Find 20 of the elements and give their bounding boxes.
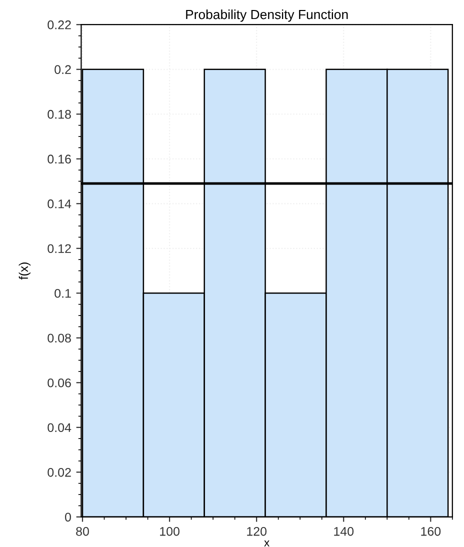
x-tick-label: 160 <box>421 526 441 536</box>
y-tick-label: 0.2 <box>54 65 71 74</box>
y-tick-label: 0 <box>65 512 71 522</box>
y-tick-label: 0.06 <box>48 378 71 388</box>
y-tick-label: 0.08 <box>48 334 71 343</box>
y-tick-label: 0.1 <box>54 288 71 298</box>
y-tick-label: 0.16 <box>48 154 71 164</box>
y-tick-label: 0.14 <box>48 199 72 208</box>
x-axis-title: x <box>264 540 270 546</box>
y-axis-title: f(x) <box>18 262 30 280</box>
x-tick-label: 120 <box>247 526 267 536</box>
y-tick-label: 0.18 <box>48 110 71 119</box>
y-tick-label: 0.12 <box>48 244 71 254</box>
x-tick-label: 100 <box>160 526 180 536</box>
x-tick-label: 80 <box>76 526 89 536</box>
y-tick-label: 0.02 <box>48 468 71 477</box>
x-tick-label: 140 <box>334 526 354 536</box>
chart-title: Probability Density Function <box>186 10 348 22</box>
y-tick-label: 0.04 <box>48 423 72 432</box>
y-tick-label: 0.22 <box>48 20 71 30</box>
